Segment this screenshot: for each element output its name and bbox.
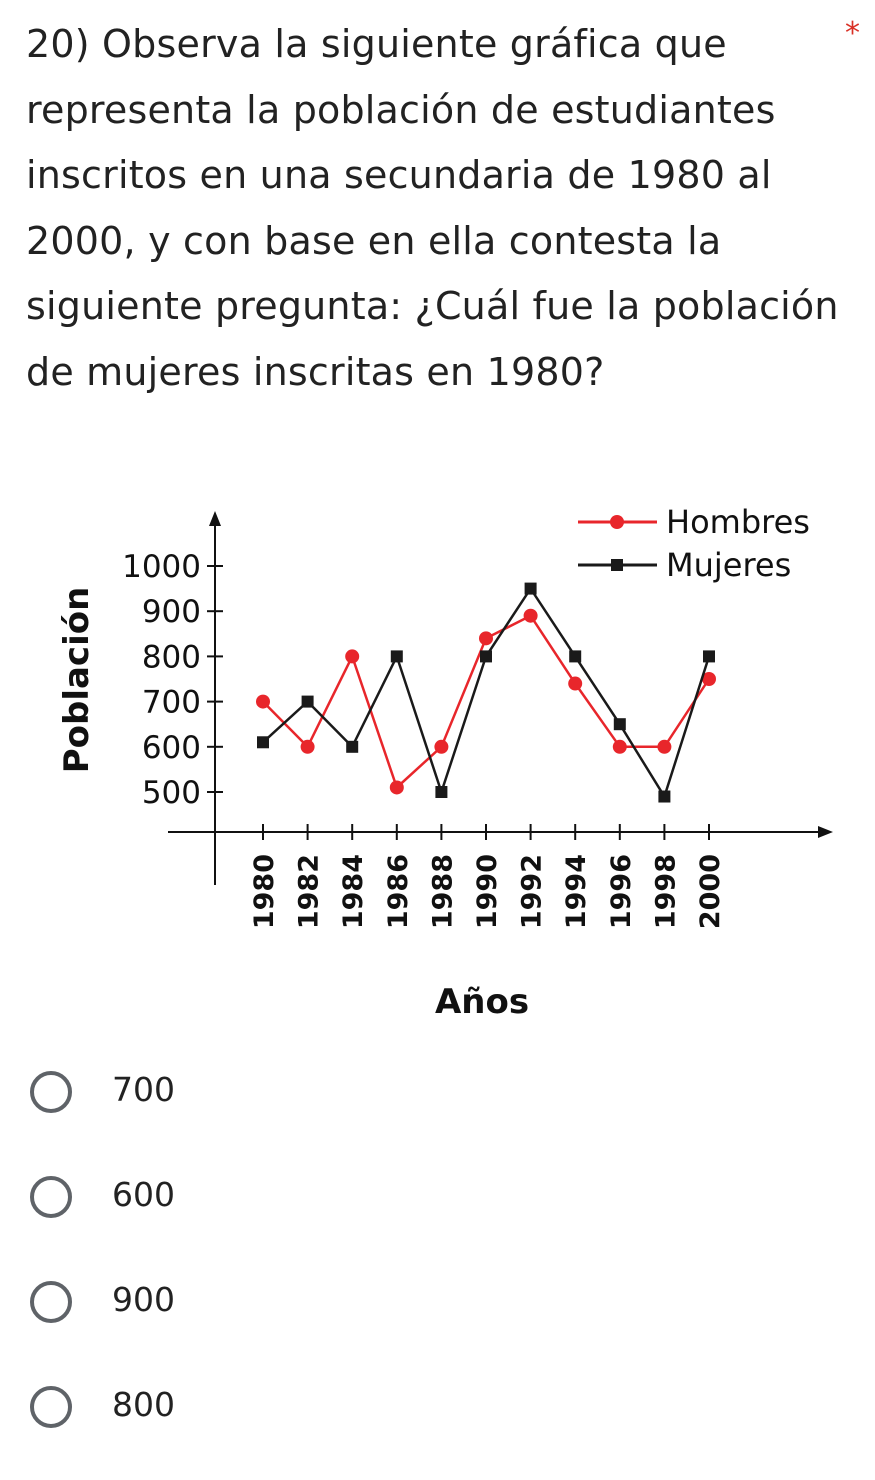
answer-options: 700 600 900 800 [26, 1060, 826, 1480]
data-point-mujeres [257, 736, 269, 749]
option-900[interactable]: 900 [26, 1270, 826, 1375]
data-point-mujeres [524, 582, 537, 595]
option-700[interactable]: 700 [26, 1060, 826, 1165]
x-tick-label: 1994 [561, 854, 592, 929]
x-tick-label: 1996 [606, 854, 637, 929]
data-point-mujeres [658, 790, 671, 803]
question-block: 20) Observa la siguiente gráfica que rep… [26, 12, 846, 405]
option-label: 600 [112, 1175, 175, 1214]
data-point-mujeres [613, 718, 626, 731]
x-tick-label: 1992 [517, 854, 548, 929]
option-label: 700 [112, 1070, 175, 1109]
population-chart: 500 600 700 800 900 1000 1980 1982 1984 1986 1988 1… [0, 440, 875, 1040]
data-point-mujeres [480, 650, 492, 663]
radio-button[interactable] [30, 1281, 72, 1323]
legend-label: Mujeres [666, 546, 791, 584]
x-tick-label: 1988 [427, 854, 458, 929]
x-tick-label: 1986 [383, 854, 414, 929]
data-point-hombres [568, 676, 583, 691]
radio-button[interactable] [30, 1176, 72, 1218]
data-point-hombres [434, 739, 449, 754]
data-point-mujeres [435, 786, 448, 798]
required-asterisk: * [845, 16, 860, 51]
chart-svg: 500 600 700 800 900 1000 1980 1982 1984 1986 1988 1… [57, 503, 833, 1022]
y-tick-label: 700 [142, 685, 201, 721]
data-point-hombres [612, 739, 627, 754]
option-600[interactable]: 600 [26, 1165, 826, 1270]
option-label: 900 [112, 1280, 175, 1319]
x-tick-label: 1982 [294, 854, 325, 929]
y-axis-arrow [209, 511, 221, 526]
radio-button[interactable] [30, 1386, 72, 1428]
legend-marker [611, 559, 623, 571]
x-tick-label: 2000 [695, 854, 726, 929]
data-point-mujeres [390, 650, 403, 663]
y-tick-label: 1000 [122, 549, 201, 585]
series-line-mujeres [262, 586, 711, 800]
data-point-hombres [479, 631, 493, 646]
x-axis-title: Años [435, 982, 529, 1022]
x-tick-label: 1984 [338, 854, 369, 929]
x-tick-label: 1990 [472, 854, 503, 929]
data-point-mujeres [346, 740, 359, 753]
option-label: 800 [112, 1385, 175, 1424]
x-tick-label: 1998 [650, 854, 681, 929]
radio-button[interactable] [30, 1071, 72, 1113]
y-tick-label: 800 [142, 639, 201, 675]
data-point-hombres [256, 694, 270, 709]
data-point-hombres [345, 649, 360, 664]
y-tick-label: 900 [142, 594, 201, 630]
data-point-hombres [300, 739, 315, 754]
option-800[interactable]: 800 [26, 1375, 826, 1480]
data-point-mujeres [569, 650, 582, 663]
data-point-hombres [702, 672, 716, 686]
y-axis-title: Población [57, 587, 97, 774]
question-text: 20) Observa la siguiente gráfica que rep… [26, 22, 839, 394]
x-axis-arrow [818, 826, 833, 838]
y-tick-label: 500 [142, 775, 201, 811]
data-point-hombres [523, 608, 538, 623]
data-point-mujeres [301, 695, 314, 708]
x-tick-label: 1980 [249, 854, 280, 929]
legend-marker [610, 515, 624, 529]
legend-label: Hombres [666, 503, 810, 541]
data-point-hombres [389, 780, 404, 795]
data-point-hombres [657, 739, 672, 754]
y-tick-label: 600 [142, 730, 201, 766]
data-point-mujeres [703, 650, 715, 663]
